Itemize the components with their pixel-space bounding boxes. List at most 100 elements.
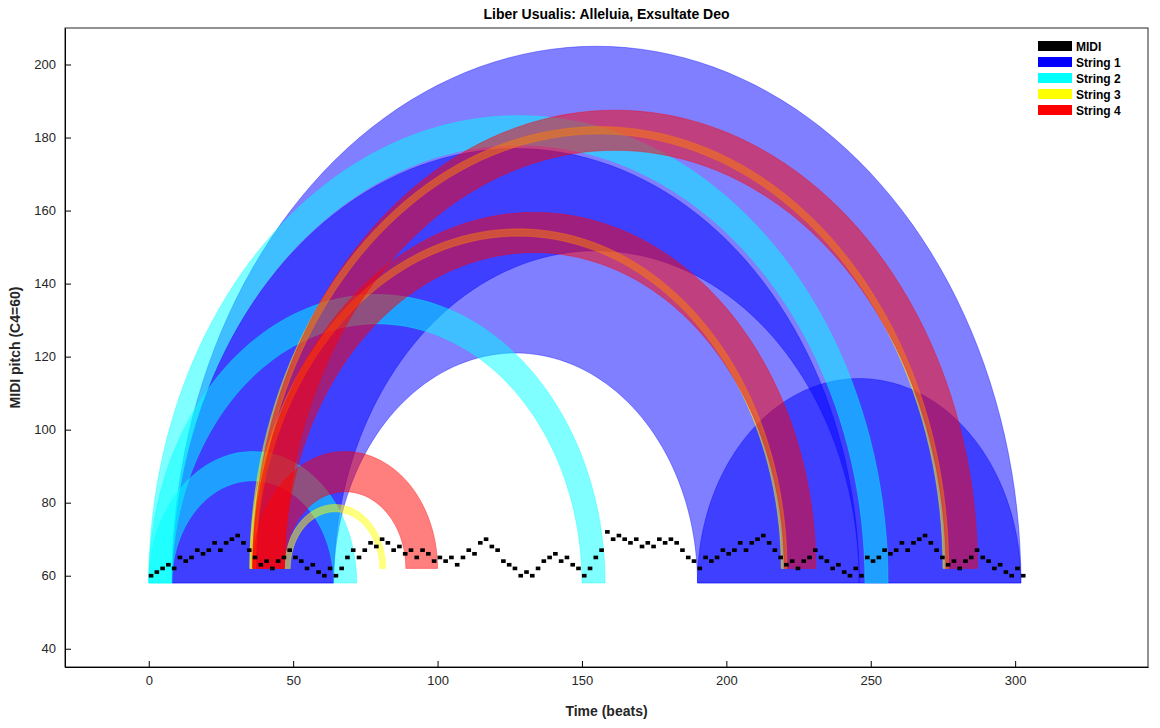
midi-note xyxy=(368,541,373,545)
y-tick: 180 xyxy=(34,130,71,145)
midi-note xyxy=(478,541,483,545)
plot-background xyxy=(65,28,1148,667)
x-tick-label: 50 xyxy=(286,673,300,688)
legend: MIDIString 1String 2String 3String 4 xyxy=(1034,34,1142,122)
midi-note xyxy=(230,537,235,541)
x-tick-label: 150 xyxy=(572,673,594,688)
midi-note xyxy=(282,556,287,560)
arc-band xyxy=(253,110,978,568)
midi-note xyxy=(888,552,893,556)
midi-note xyxy=(628,541,633,545)
x-tick: 150 xyxy=(572,661,594,688)
midi-note xyxy=(316,570,321,574)
x-tick-label: 250 xyxy=(860,673,882,688)
midi-note xyxy=(183,559,188,563)
y-tick-label: 120 xyxy=(34,349,56,364)
midi-note xyxy=(980,556,985,560)
midi-note xyxy=(744,548,749,552)
midi-note xyxy=(258,563,263,567)
midi-note xyxy=(264,559,269,563)
midi-note xyxy=(807,556,812,560)
midi-note xyxy=(848,574,853,578)
midi-note xyxy=(235,534,240,538)
midi-note xyxy=(853,567,858,571)
midi-note xyxy=(611,537,616,541)
arc-band xyxy=(250,127,949,569)
midi-note xyxy=(322,574,327,578)
midi-note xyxy=(455,563,460,567)
midi-note xyxy=(617,534,622,538)
midi-note xyxy=(328,567,333,571)
x-tick: 100 xyxy=(427,661,449,688)
midi-note xyxy=(334,574,339,578)
midi-note xyxy=(178,556,183,560)
midi-note xyxy=(391,548,396,552)
arc-series xyxy=(250,127,949,569)
midi-note xyxy=(276,559,281,563)
midi-note xyxy=(224,541,229,545)
legend-swatch xyxy=(1038,57,1072,67)
midi-note xyxy=(761,534,766,538)
arc-band xyxy=(253,212,816,568)
midi-note xyxy=(709,559,714,563)
legend-swatch xyxy=(1038,89,1072,99)
midi-note xyxy=(825,559,830,563)
x-tick: 300 xyxy=(1005,661,1027,688)
note-series xyxy=(149,530,1026,577)
midi-note xyxy=(732,548,737,552)
midi-note xyxy=(900,541,905,545)
y-tick-mark xyxy=(65,430,71,431)
midi-note xyxy=(305,567,310,571)
midi-note xyxy=(484,537,489,541)
midi-note xyxy=(726,552,731,556)
midi-note xyxy=(669,537,674,541)
midi-note xyxy=(351,548,356,552)
y-tick: 80 xyxy=(42,495,71,510)
midi-note xyxy=(749,541,754,545)
midi-note xyxy=(1009,574,1014,578)
midi-note xyxy=(403,552,408,556)
y-tick-mark xyxy=(65,65,71,66)
midi-note xyxy=(871,559,876,563)
midi-note xyxy=(570,563,575,567)
midi-note xyxy=(201,552,206,556)
x-tick-mark xyxy=(149,661,150,667)
midi-note xyxy=(547,556,552,560)
midi-note xyxy=(773,548,778,552)
midi-note xyxy=(622,537,627,541)
midi-note xyxy=(697,567,702,571)
y-tick-label: 40 xyxy=(42,641,56,656)
midi-note xyxy=(640,545,645,549)
midi-note xyxy=(414,556,419,560)
midi-note xyxy=(513,567,518,571)
y-tick: 160 xyxy=(34,203,71,218)
midi-note xyxy=(409,548,414,552)
midi-note xyxy=(992,567,997,571)
x-tick-mark xyxy=(293,661,294,667)
midi-note xyxy=(426,552,431,556)
midi-note xyxy=(680,548,685,552)
y-tick-label: 140 xyxy=(34,276,56,291)
midi-note xyxy=(819,556,824,560)
midi-note xyxy=(934,548,939,552)
midi-note xyxy=(998,563,1003,567)
midi-note xyxy=(155,570,160,574)
midi-note xyxy=(1004,570,1009,574)
midi-note xyxy=(645,541,650,545)
midi-note xyxy=(495,548,500,552)
midi-note xyxy=(674,541,679,545)
y-tick-label: 200 xyxy=(34,57,56,72)
legend-swatch xyxy=(1038,73,1072,83)
midi-note xyxy=(241,541,246,545)
midi-note xyxy=(686,556,691,560)
midi-note xyxy=(397,545,402,549)
midi-note xyxy=(189,556,194,560)
midi-note xyxy=(905,548,910,552)
midi-note xyxy=(507,563,512,567)
legend-label: String 3 xyxy=(1076,88,1121,102)
y-tick-mark xyxy=(65,211,71,212)
y-tick: 40 xyxy=(42,641,71,656)
midi-note xyxy=(501,559,506,563)
legend-label: String 1 xyxy=(1076,56,1121,70)
x-tick-label: 200 xyxy=(716,673,738,688)
